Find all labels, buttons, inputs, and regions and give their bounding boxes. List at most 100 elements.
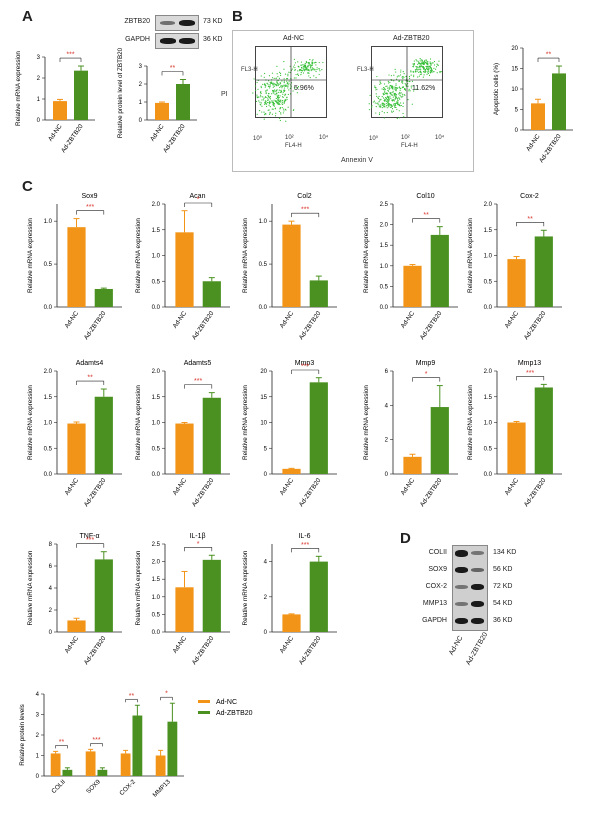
flow-dot — [408, 88, 410, 91]
flow-dot — [304, 64, 307, 67]
blot-d-label-3: MMP13 — [422, 600, 447, 607]
flow-dot — [398, 75, 400, 77]
panel-b-flow: Ad-NC Ad-ZBTB20 PI Annexin V 5.96% 11.62… — [221, 30, 474, 172]
flow-x-axis-title: Annexin V — [341, 157, 373, 164]
flow-dot — [418, 69, 420, 71]
y-axis-label: Relative mRNA expression — [27, 385, 34, 460]
y-axis-label: Relative protein levels — [19, 704, 26, 766]
blot-d-label-2: COX-2 — [425, 583, 447, 590]
flow-dot — [396, 117, 398, 120]
flow-dot — [383, 112, 385, 114]
flow-dot — [259, 101, 261, 103]
flow-dot — [420, 68, 422, 70]
y-tick-label: 0 — [49, 630, 53, 636]
flow-dot — [413, 63, 415, 65]
x-tick-label: Ad-NC — [525, 133, 542, 153]
y-tick-label: 2.5 — [152, 542, 161, 548]
flow-dot — [280, 112, 282, 114]
flow-dot — [307, 69, 309, 71]
flow-dot — [428, 68, 430, 70]
flow-dot — [409, 80, 411, 83]
y-tick-label: 1 — [37, 97, 41, 103]
flow-dot — [315, 70, 317, 73]
flow-dot — [396, 108, 398, 111]
flow-dot — [381, 95, 383, 98]
flow-tick-zb-0: 10⁰ — [369, 136, 379, 142]
flow-dot — [258, 100, 260, 102]
flow-dot — [429, 62, 431, 64]
y-tick-label: 1.5 — [484, 228, 493, 234]
flow-dot — [276, 93, 278, 95]
flow-dot — [437, 64, 439, 66]
flow-dot — [277, 94, 280, 96]
bar — [507, 422, 526, 474]
flow-dot — [384, 104, 386, 106]
blot-label-zbtb20: ZBTB20 — [124, 18, 150, 25]
flow-dot — [431, 69, 433, 71]
chart-title: Adamts5 — [184, 360, 212, 367]
y-tick-label: 2 — [139, 82, 143, 88]
flow-dot — [416, 68, 418, 71]
flow-dot — [261, 105, 263, 107]
y-tick-label: 2.0 — [152, 202, 161, 208]
flow-dot — [306, 72, 309, 74]
flow-dot — [264, 112, 266, 115]
flow-dot — [383, 83, 386, 85]
x-tick-label: Ad-NC — [64, 635, 81, 655]
flow-dot — [404, 88, 407, 90]
blot-size-zbtb20: 73 KD — [203, 18, 223, 25]
flow-dot — [279, 117, 281, 120]
flow-dot — [405, 85, 407, 87]
bar — [67, 227, 86, 307]
flow-dot — [410, 87, 412, 89]
flow-dot — [273, 105, 275, 107]
flow-dot — [375, 106, 377, 108]
flow-dot — [384, 88, 386, 90]
blot-d-size-0: 134 KD — [493, 549, 517, 556]
flow-dot — [282, 93, 284, 95]
flow-dot — [420, 71, 422, 73]
flow-dot — [284, 73, 287, 75]
flow-dot — [286, 84, 288, 86]
y-tick-label: 0 — [37, 118, 41, 124]
flow-dot — [271, 101, 273, 103]
flow-dot — [402, 82, 404, 84]
flow-dot — [279, 108, 281, 110]
flow-dot — [306, 62, 308, 64]
flow-dot — [299, 68, 301, 71]
y-tick-label: 0.0 — [152, 630, 161, 636]
flow-dot — [269, 111, 271, 113]
flow-dot — [395, 102, 397, 104]
flow-dot — [273, 83, 275, 85]
flow-dot — [396, 97, 398, 100]
flow-dot — [311, 63, 314, 65]
flow-dot — [388, 99, 390, 101]
flow-dot — [391, 110, 393, 112]
flow-dot — [286, 98, 288, 101]
bar — [309, 382, 328, 474]
blot-band — [455, 585, 468, 589]
flow-dot — [395, 90, 397, 92]
flow-dot — [368, 103, 370, 105]
flow-dot — [265, 105, 268, 108]
flow-dot — [430, 67, 433, 69]
flow-dot — [318, 68, 321, 70]
flow-dot — [282, 96, 284, 98]
flow-dot — [283, 78, 285, 80]
y-tick-label: 0.5 — [44, 446, 53, 452]
flow-dot — [420, 62, 422, 64]
flow-dot — [274, 89, 276, 91]
x-tick-label: Ad-NC — [279, 635, 296, 655]
flow-dot — [304, 62, 306, 65]
flow-dot — [380, 106, 382, 108]
flow-dot — [275, 77, 277, 80]
flow-dot — [381, 110, 383, 112]
flow-dot — [272, 102, 274, 105]
flow-dot — [395, 88, 397, 90]
flow-dot — [264, 114, 266, 116]
flow-dot — [286, 80, 288, 82]
flow-dot — [428, 65, 430, 68]
flow-dot — [269, 97, 271, 99]
flow-dot — [412, 85, 414, 87]
flow-dot — [424, 70, 426, 72]
